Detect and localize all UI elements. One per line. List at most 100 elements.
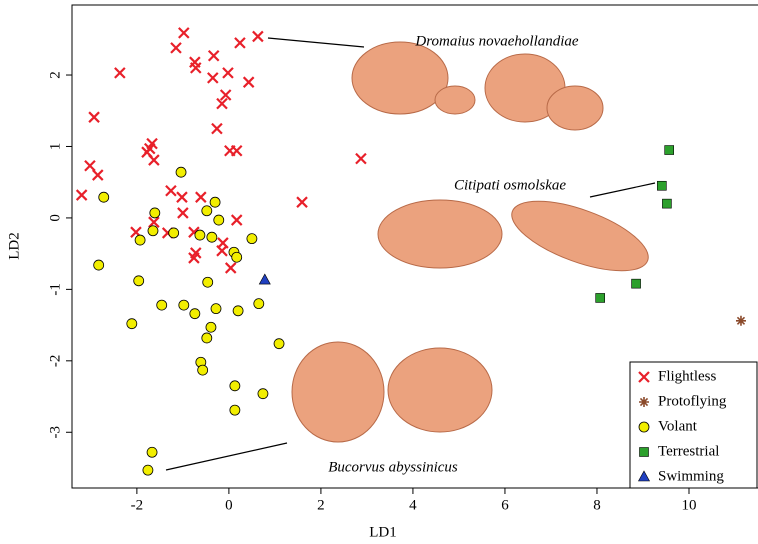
x-tick-label: 10 [681, 497, 696, 513]
x-tick-label: 8 [593, 497, 601, 513]
point [230, 405, 240, 415]
point [235, 38, 245, 48]
annotation: Citipati osmolskae [454, 177, 566, 193]
legend-label: Swimming [658, 468, 724, 484]
legend-marker [640, 448, 649, 457]
legend-label: Terrestrial [658, 443, 719, 459]
point [203, 277, 213, 287]
point [171, 43, 181, 53]
point [209, 51, 219, 61]
point [143, 465, 153, 475]
point [232, 146, 242, 156]
y-axis-label: LD2 [6, 232, 22, 260]
point [208, 73, 218, 83]
point [253, 31, 263, 41]
annotation-line [166, 443, 287, 470]
annotation-line [268, 38, 364, 47]
point [195, 230, 205, 240]
point [198, 365, 208, 375]
point [244, 77, 254, 87]
point [135, 235, 145, 245]
y-tick-label: -1 [47, 283, 63, 296]
legend-label: Flightless [658, 368, 717, 384]
point [258, 389, 268, 399]
brain-image [547, 86, 603, 130]
point [665, 146, 674, 155]
point [176, 167, 186, 177]
point [99, 192, 109, 202]
point [150, 208, 160, 218]
point [77, 190, 87, 200]
point [254, 299, 264, 309]
point [662, 199, 671, 208]
point [94, 260, 104, 270]
point [134, 276, 144, 286]
point [178, 208, 188, 218]
annotation: Bucorvus abyssinicus [328, 459, 458, 475]
point [177, 192, 187, 202]
point [148, 226, 158, 236]
point [212, 124, 222, 134]
point [232, 215, 242, 225]
legend-marker [639, 397, 649, 407]
point [190, 309, 200, 319]
x-tick-label: 0 [225, 497, 233, 513]
legend-label: Protoflying [658, 393, 727, 409]
point [206, 322, 216, 332]
legend-label: Volant [658, 418, 698, 434]
point [157, 300, 167, 310]
point [632, 279, 641, 288]
point [356, 154, 366, 164]
point [147, 447, 157, 457]
point [218, 238, 228, 248]
x-tick-label: 2 [317, 497, 325, 513]
point [736, 316, 746, 326]
y-tick-label: 0 [47, 214, 63, 222]
annotation: Dromaius novaehollandiae [414, 33, 579, 49]
point [149, 155, 159, 165]
point [274, 339, 284, 349]
point [233, 306, 243, 316]
point [115, 68, 125, 78]
point [202, 333, 212, 343]
point [230, 381, 240, 391]
point [179, 300, 189, 310]
point [259, 274, 270, 284]
brain-image [388, 348, 492, 432]
point [247, 234, 257, 244]
point [166, 186, 176, 196]
x-tick-label: 4 [409, 497, 417, 513]
point [207, 232, 217, 242]
point [85, 161, 95, 171]
point [89, 112, 99, 122]
point [297, 197, 307, 207]
brain-image [378, 200, 502, 268]
x-tick-label: 6 [501, 497, 509, 513]
series-1 [736, 316, 746, 326]
point [214, 215, 224, 225]
point [232, 252, 242, 262]
legend-marker [639, 422, 649, 432]
point [127, 319, 137, 329]
point [211, 304, 221, 314]
brain-image [435, 86, 475, 114]
point [179, 28, 189, 38]
brain-image [352, 42, 448, 114]
point [93, 170, 103, 180]
chart: LD1 LD2 -20246810-3-2-1012Dromaius novae… [0, 0, 758, 544]
series-0 [77, 28, 366, 273]
point [196, 192, 206, 202]
point [223, 68, 233, 78]
y-tick-label: -3 [47, 426, 63, 439]
series-4 [259, 274, 270, 284]
point [226, 263, 236, 273]
series-2 [94, 167, 284, 475]
x-tick-label: -2 [131, 497, 144, 513]
point [210, 197, 220, 207]
y-tick-label: 1 [47, 143, 63, 151]
brain-image [503, 187, 656, 285]
x-axis-label: LD1 [369, 524, 397, 540]
point [202, 206, 212, 216]
point [657, 181, 666, 190]
y-tick-label: 2 [47, 71, 63, 79]
